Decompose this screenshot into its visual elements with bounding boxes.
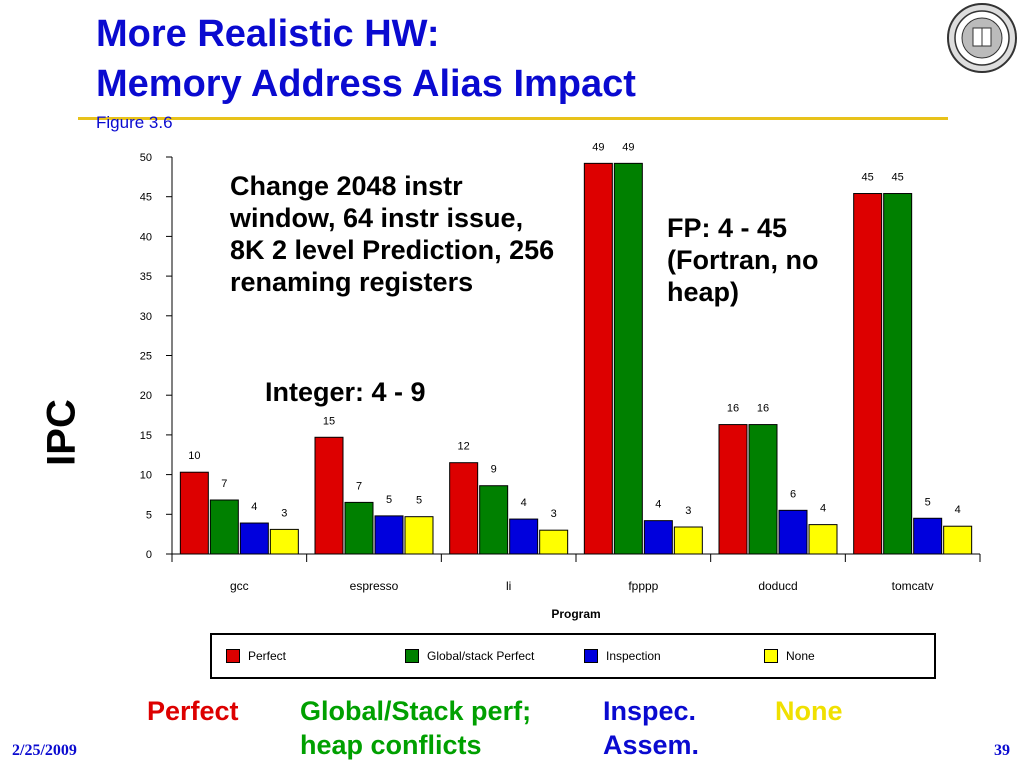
bar	[583, 162, 613, 555]
x-category-label: espresso	[350, 579, 399, 593]
bar	[509, 518, 539, 555]
legend-label-inspection: Inspection	[606, 649, 661, 663]
x-category-label: tomcatv	[892, 579, 934, 593]
slide-title-line1: More Realistic HW:	[96, 13, 440, 55]
y-tick-label: 20	[140, 390, 152, 402]
ipc-axis-label: IPC	[39, 399, 84, 466]
x-category-label: fpppp	[628, 579, 658, 593]
chart-legend: Perfect Global/stack Perfect Inspection …	[210, 633, 936, 679]
bar	[479, 485, 509, 555]
legend-swatch-perfect	[226, 649, 240, 663]
bar-data-label: 49	[622, 141, 634, 153]
bar	[943, 525, 973, 555]
y-tick-label: 5	[146, 509, 152, 521]
y-tick-label: 35	[140, 271, 152, 283]
bar	[718, 424, 748, 555]
bar	[314, 436, 344, 555]
bar-data-label: 49	[592, 141, 604, 153]
slide-title-line2: Memory Address Alias Impact	[96, 63, 636, 105]
bar	[913, 517, 943, 555]
bar-data-label: 4	[655, 499, 661, 511]
bar	[374, 515, 404, 555]
y-tick-label: 50	[140, 152, 152, 164]
integer-range-note: Integer: 4 - 9	[265, 377, 426, 407]
bar-data-label: 12	[458, 441, 470, 453]
legend-swatch-inspection	[584, 649, 598, 663]
bar-data-label: 3	[685, 505, 691, 517]
bar-data-label: 4	[521, 497, 527, 509]
y-tick-label: 10	[140, 470, 152, 482]
bar-data-label: 5	[925, 496, 931, 508]
bar	[404, 516, 434, 555]
bar	[808, 524, 838, 555]
legend-label-none: None	[786, 649, 815, 663]
config-note: Change 2048 instr window, 64 instr issue…	[230, 171, 555, 297]
y-tick-label: 25	[140, 351, 152, 363]
bar-data-label: 16	[757, 403, 769, 415]
bar-data-label: 7	[221, 478, 227, 490]
bar	[613, 162, 643, 555]
y-tick-label: 15	[140, 430, 152, 442]
bar	[778, 509, 808, 555]
bottom-label-perfect: Perfect	[147, 696, 239, 726]
bottom-label-inspection: Inspec. Assem.	[603, 696, 700, 760]
bar-data-label: 4	[251, 501, 257, 513]
bar	[239, 522, 269, 555]
bar-data-label: 3	[551, 508, 557, 520]
bottom-label-none: None	[775, 696, 843, 726]
legend-label-global: Global/stack Perfect	[427, 649, 535, 663]
slide-date: 2/25/2009	[12, 742, 77, 759]
y-tick-label: 45	[140, 192, 152, 204]
legend-item-perfect: Perfect	[226, 649, 286, 663]
bar	[673, 526, 703, 555]
bar-data-label: 15	[323, 415, 335, 427]
y-tick-label: 30	[140, 311, 152, 323]
title-divider	[78, 117, 948, 120]
bar-data-label: 45	[862, 172, 874, 184]
bottom-label-global: Global/Stack perf; heap conflicts	[300, 696, 532, 760]
bar	[883, 193, 913, 555]
bar-data-label: 45	[892, 172, 904, 184]
y-tick-label: 40	[140, 231, 152, 243]
x-category-label: gcc	[230, 579, 249, 593]
bar	[179, 471, 209, 555]
bar-data-label: 5	[386, 494, 392, 506]
slide-number: 39	[994, 742, 1010, 759]
legend-item-global: Global/stack Perfect	[405, 649, 534, 663]
legend-swatch-global	[405, 649, 419, 663]
bar-data-label: 4	[820, 503, 826, 515]
x-category-label: li	[506, 579, 511, 593]
fp-range-note: FP: 4 - 45 (Fortran, no heap)	[667, 213, 819, 307]
bar	[643, 520, 673, 555]
bar	[539, 529, 569, 555]
bar	[269, 528, 299, 555]
legend-label-perfect: Perfect	[248, 649, 287, 663]
legend-item-inspection: Inspection	[584, 649, 661, 663]
bar-data-label: 3	[281, 507, 287, 519]
x-axis-title: Program	[551, 607, 600, 621]
bar-data-label: 16	[727, 403, 739, 415]
university-seal-icon	[947, 3, 1017, 73]
bar	[209, 499, 239, 555]
bar	[748, 424, 778, 555]
bar-data-label: 5	[416, 495, 422, 507]
legend-item-none: None	[764, 649, 815, 663]
bar	[853, 193, 883, 555]
bar-data-label: 10	[188, 450, 200, 462]
bar-data-label: 9	[491, 464, 497, 476]
legend-swatch-none	[764, 649, 778, 663]
y-tick-label: 0	[146, 549, 152, 561]
figure-caption: Figure 3.6	[96, 113, 173, 132]
bar	[449, 462, 479, 555]
x-category-label: doducd	[758, 579, 797, 593]
bar-data-label: 4	[955, 504, 961, 516]
bar-data-label: 6	[790, 488, 796, 500]
bar-data-label: 7	[356, 480, 362, 492]
bar	[344, 501, 374, 555]
